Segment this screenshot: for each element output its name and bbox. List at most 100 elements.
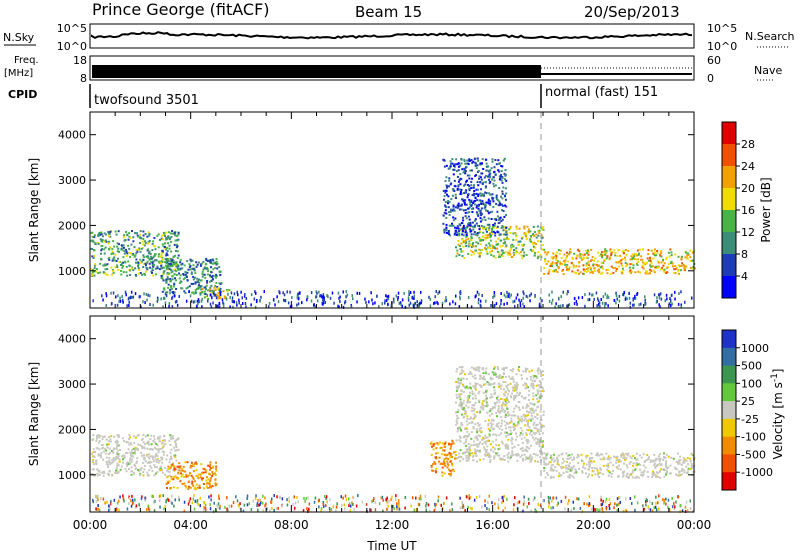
scatter-cell [167, 236, 170, 239]
scatter-cell [537, 428, 540, 431]
freq-tick-top: 18 [73, 54, 87, 67]
scatter-cell [449, 474, 452, 477]
scatter-cell [177, 233, 180, 236]
scatter-cell [148, 460, 151, 463]
scatter-cell [166, 246, 169, 249]
scatter-cell [162, 305, 164, 309]
scatter-cell [517, 500, 520, 504]
scatter-cell [162, 446, 165, 449]
scatter-cell [583, 462, 585, 465]
scatter-cell [125, 441, 128, 443]
scatter-cell [140, 451, 143, 454]
scatter-cell [475, 495, 478, 499]
scatter-cell [647, 259, 650, 262]
scatter-cell [462, 377, 465, 380]
scatter-cell [501, 252, 504, 255]
scatter-cell [342, 496, 344, 500]
scatter-cell [397, 298, 399, 302]
scatter-cell [150, 260, 153, 263]
scatter-cell [544, 462, 547, 465]
scatter-cell [459, 506, 462, 510]
scatter-cell [530, 458, 533, 461]
scatter-cell [196, 299, 199, 303]
scatter-cell [473, 377, 476, 380]
scatter-cell [108, 232, 111, 235]
scatter-cell [169, 264, 172, 267]
scatter-cell [651, 509, 654, 513]
scatter-cell [142, 256, 145, 258]
scatter-cell [523, 415, 526, 418]
scatter-cell [120, 465, 123, 468]
scatter-cell [477, 424, 480, 427]
scatter-cell [116, 443, 119, 446]
scatter-cell [178, 267, 181, 270]
scatter-cell [107, 464, 109, 467]
scatter-cell [189, 472, 192, 475]
scatter-cell [131, 253, 134, 256]
scatter-cell [468, 396, 470, 399]
scatter-cell [122, 440, 125, 442]
scatter-cell [478, 248, 481, 251]
scatter-cell [479, 163, 482, 166]
scatter-cell [93, 274, 96, 277]
scatter-cell [488, 223, 491, 226]
scatter-cell [93, 255, 95, 257]
scatter-cell [470, 254, 473, 256]
scatter-cell [495, 219, 498, 221]
scatter-cell [105, 456, 108, 459]
scatter-cell [140, 305, 142, 309]
scatter-cell [106, 263, 109, 266]
scatter-cell [116, 250, 119, 253]
cpid-row: CPID twofsound 3501 normal (fast) 151 [8, 84, 658, 108]
power-x-axis [89, 112, 695, 308]
scatter-cell [522, 509, 524, 513]
scatter-cell [482, 193, 485, 196]
scatter-cell [465, 180, 468, 183]
scatter-cell [511, 447, 514, 449]
scatter-cell [230, 291, 233, 295]
scatter-cell [459, 400, 462, 403]
scatter-cell [116, 434, 119, 437]
scatter-cell [512, 410, 515, 413]
scatter-cell [205, 479, 208, 482]
scatter-cell [150, 461, 153, 464]
scatter-cell [585, 252, 588, 255]
scatter-cell [637, 270, 640, 273]
scatter-cell [133, 255, 136, 258]
scatter-cell [692, 454, 695, 457]
scatter-cell [622, 293, 625, 297]
scatter-cell [523, 225, 526, 228]
scatter-cell [637, 253, 640, 256]
scatter-cell [92, 269, 94, 272]
scatter-cell [660, 251, 663, 254]
scatter-cell [547, 251, 550, 254]
scatter-cell [445, 189, 448, 192]
scatter-cell [527, 394, 530, 397]
scatter-cell [129, 274, 132, 276]
scatter-cell [172, 261, 175, 264]
scatter-cell [552, 252, 555, 255]
scatter-cell [537, 460, 540, 463]
scatter-cell [489, 409, 492, 412]
scatter-cell [636, 475, 639, 478]
scatter-cell [462, 199, 465, 202]
scatter-cell [459, 440, 462, 443]
scatter-cell [451, 508, 454, 512]
scatter-cell [485, 209, 487, 212]
scatter-cell [597, 472, 600, 475]
scatter-cell [388, 499, 390, 503]
scatter-cell [575, 265, 578, 268]
scatter-cell [161, 461, 164, 464]
scatter-cell [472, 186, 475, 189]
scatter-cell [513, 254, 515, 256]
scatter-cell [467, 223, 470, 226]
scatter-cell [131, 458, 134, 461]
scatter-cell [505, 402, 508, 405]
scatter-cell [129, 496, 131, 500]
scatter-cell [625, 452, 628, 455]
scatter-cell [500, 425, 503, 427]
scatter-cell [274, 303, 276, 307]
scatter-cell [392, 297, 395, 301]
scatter-cell [100, 456, 103, 459]
scatter-cell [566, 292, 568, 296]
